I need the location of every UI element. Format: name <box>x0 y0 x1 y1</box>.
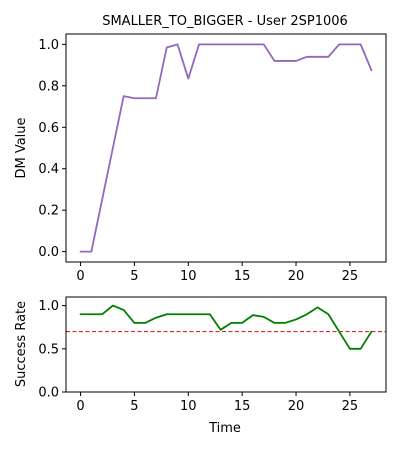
x-tick-label: 0 <box>76 269 84 284</box>
y-axis-label: DM Value <box>14 117 29 178</box>
dm-value-chart: SMALLER_TO_BIGGER - User 2SP1006 DM Valu… <box>14 14 387 284</box>
y-tick-label: 0.0 <box>38 386 59 401</box>
plot-area: 0 5 10 15 20 25 0.0 0.2 0.4 0.6 0.8 1.0 <box>38 38 373 284</box>
x-axis-label: Time <box>208 421 241 436</box>
y-tick-label: 0.2 <box>38 204 59 219</box>
x-tick-label: 0 <box>76 399 84 414</box>
y-tick-label: 0.8 <box>38 79 59 94</box>
x-tick-label: 25 <box>342 399 359 414</box>
x-tick-label: 25 <box>342 269 359 284</box>
series-line <box>79 43 373 253</box>
x-tick-label: 20 <box>288 269 305 284</box>
y-tick-label: 0.4 <box>38 162 59 177</box>
y-tick-label: 0.6 <box>38 121 59 136</box>
x-tick-label: 5 <box>130 269 138 284</box>
x-tick-label: 5 <box>130 399 138 414</box>
x-tick-label: 10 <box>180 269 197 284</box>
x-tick-label: 10 <box>180 399 197 414</box>
y-tick-label: 0.0 <box>38 245 59 260</box>
x-tick-label: 20 <box>288 399 305 414</box>
y-tick-label: 1.0 <box>38 38 59 53</box>
plot-frame <box>65 33 387 263</box>
y-tick-label: 1.0 <box>38 299 59 314</box>
x-tick-label: 15 <box>234 269 251 284</box>
plot-frame <box>65 296 387 393</box>
chart-title: SMALLER_TO_BIGGER - User 2SP1006 <box>102 14 348 29</box>
y-tick-label: 0.5 <box>38 342 59 357</box>
x-tick-label: 15 <box>234 399 251 414</box>
series-line <box>79 304 373 350</box>
success-rate-chart: Success Rate Time 0 5 10 15 20 25 0.0 0.5 1.0 <box>14 296 387 436</box>
y-axis-label: Success Rate <box>14 301 29 387</box>
plot-area: 0 5 10 15 20 25 0.0 0.5 1.0 <box>38 299 386 414</box>
